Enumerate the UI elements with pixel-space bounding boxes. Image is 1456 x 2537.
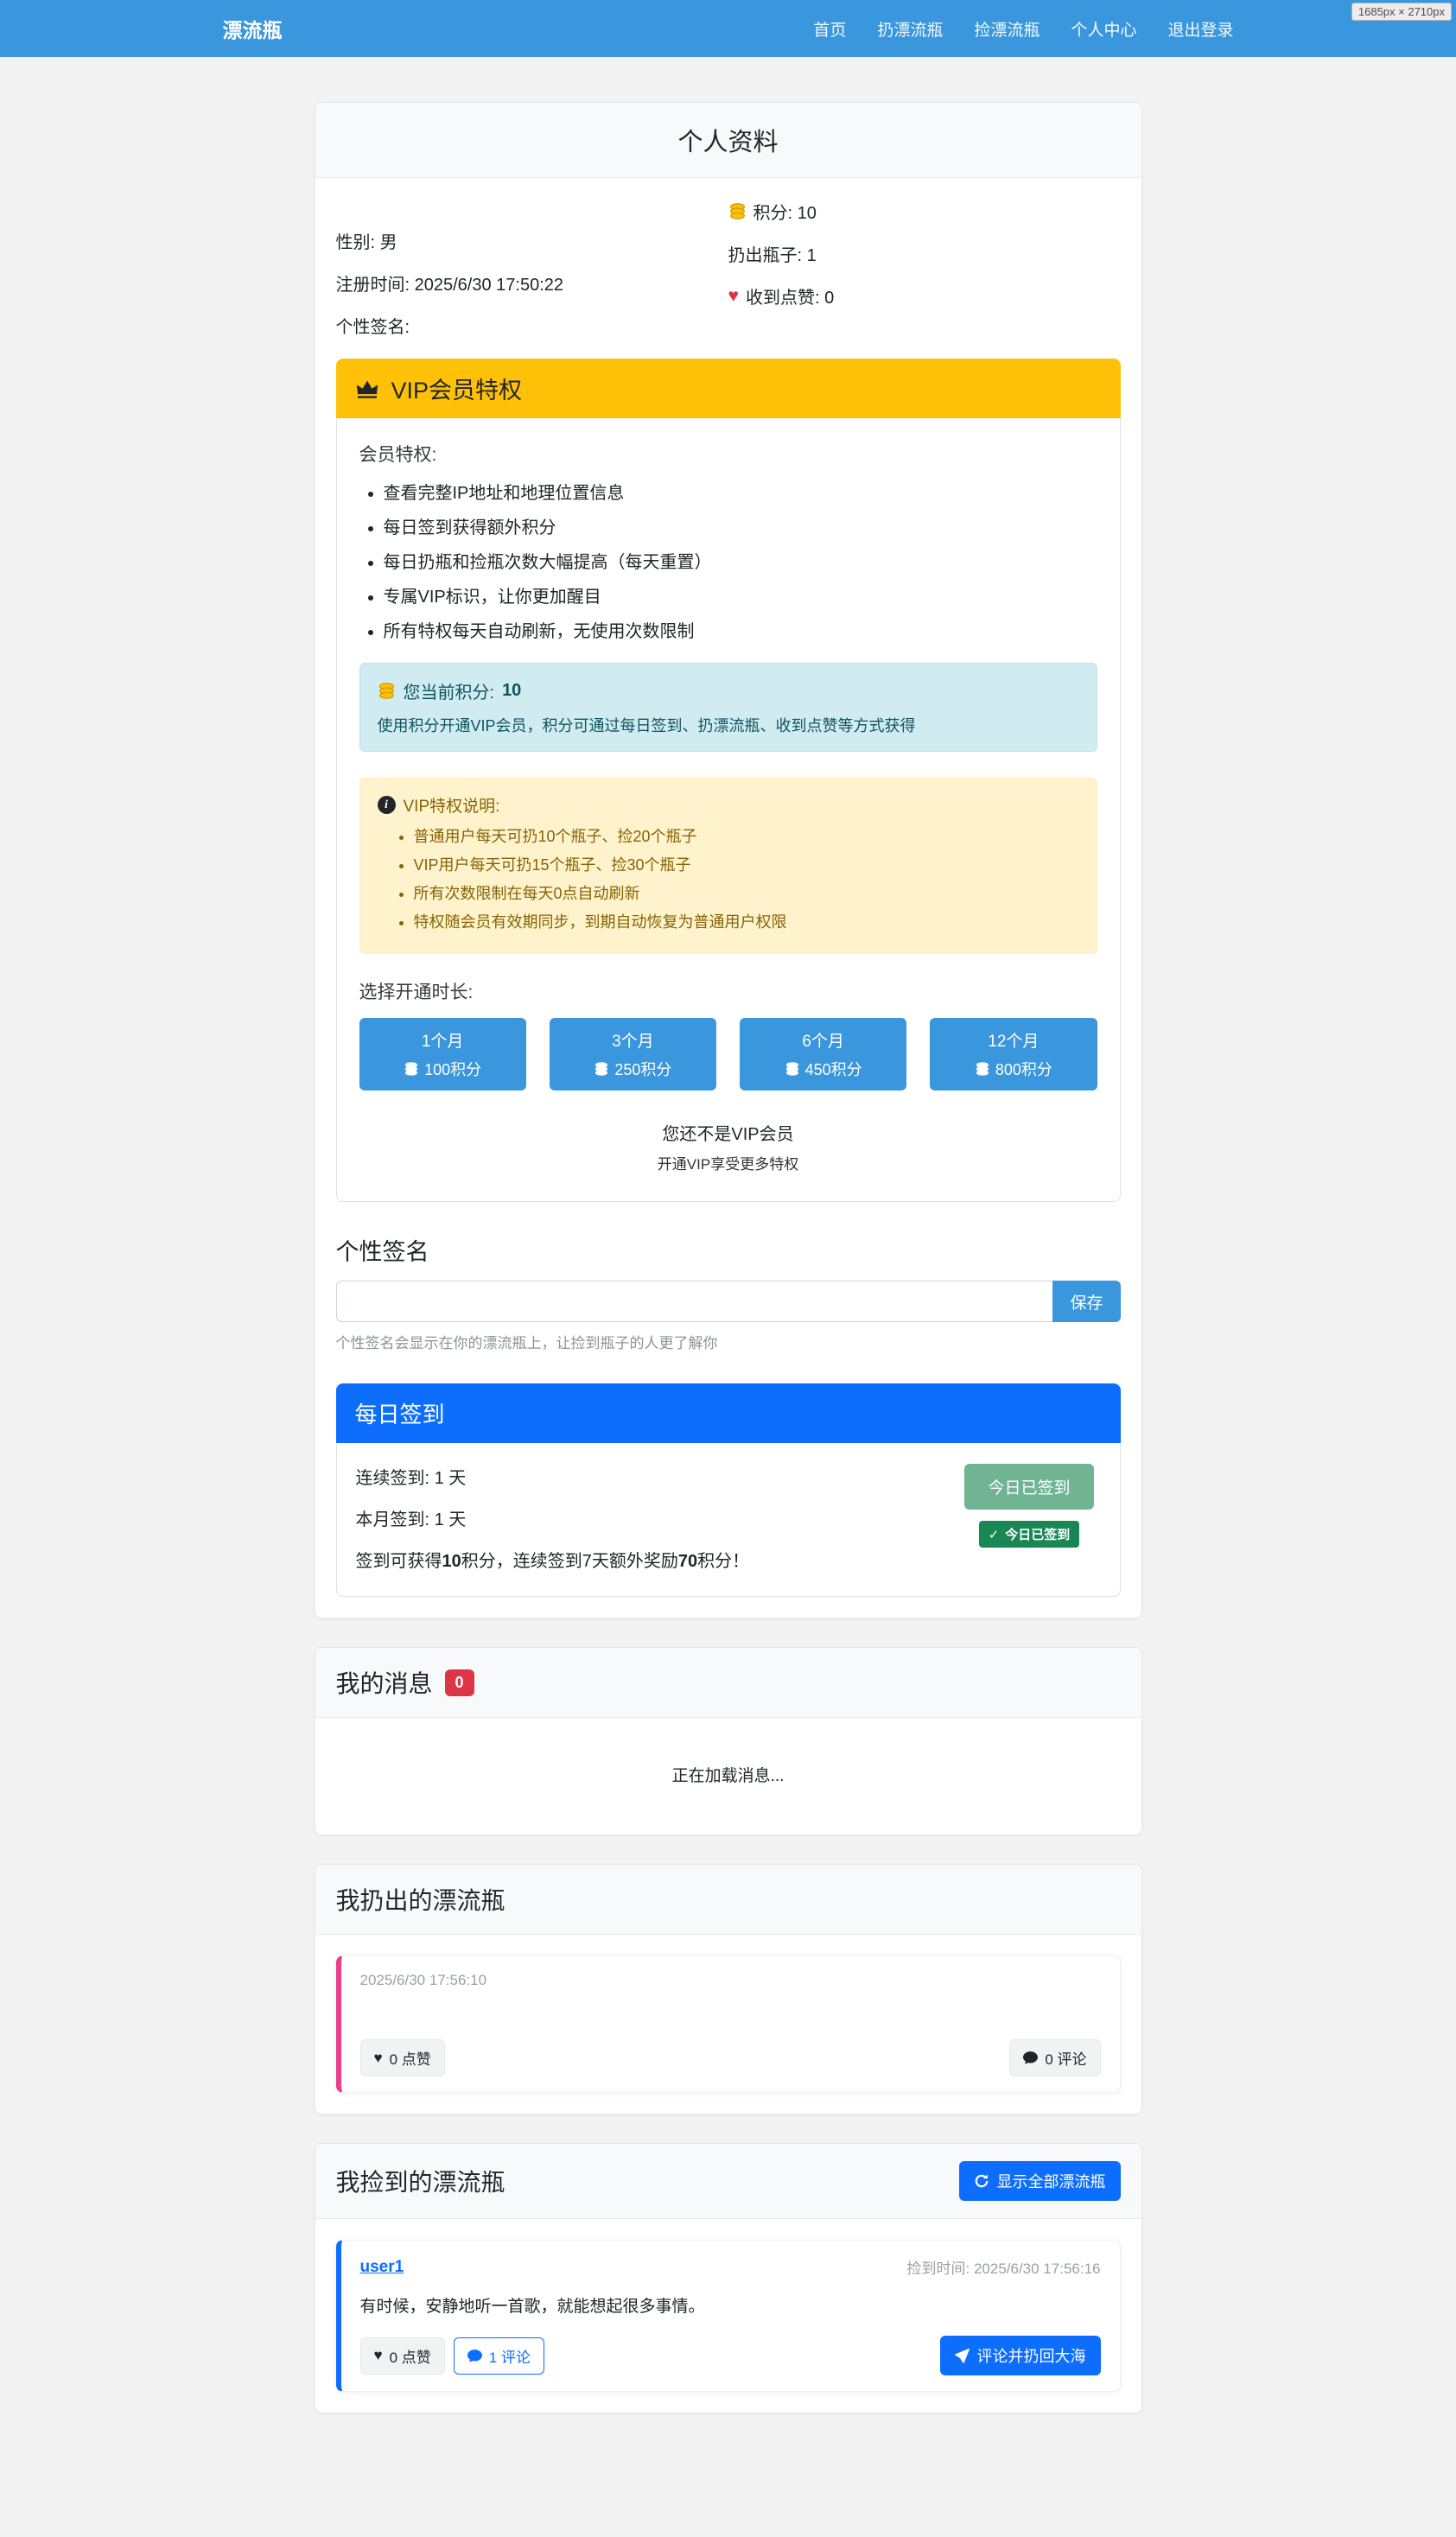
- navbar: 漂流瓶 首页 扔漂流瓶 捡漂流瓶 个人中心 退出登录: [0, 0, 1456, 57]
- messages-card: 我的消息 0 正在加载消息...: [314, 1647, 1142, 1835]
- profile-card-header: 个人资料: [315, 103, 1141, 178]
- plan-button-6-month[interactable]: 6个月 450积分: [740, 1018, 907, 1090]
- plan-button-3-month[interactable]: 3个月 250积分: [549, 1018, 716, 1090]
- profile-card: 个人资料 性别: 男 注册时间: 2025/6/30 17:50:22 个性签名…: [314, 102, 1142, 1618]
- coins-icon: [595, 1062, 608, 1076]
- vip-status-hint: 开通VIP享受更多特权: [657, 1156, 799, 1173]
- picked-bottle-item: user1 捡到时间: 2025/6/30 17:56:16 有时候，安静地听一…: [335, 2240, 1121, 2392]
- comment-icon: [467, 2349, 482, 2362]
- nav-item-profile[interactable]: 个人中心: [1071, 21, 1137, 40]
- heart-icon: ♥: [373, 2049, 383, 2066]
- vip-benefits-title: 会员特权:: [359, 445, 437, 465]
- viewport-size-badge: 1685px × 2710px: [1351, 3, 1452, 21]
- vip-notes-alert: i VIP特权说明: 普通用户每天可扔10个瓶子、捡20个瓶子 VIP用户每天可…: [359, 778, 1097, 954]
- show-all-bottles-button[interactable]: 显示全部漂流瓶: [958, 2161, 1121, 2201]
- save-button[interactable]: 保存: [1052, 1281, 1121, 1322]
- vip-benefit-item: 专属VIP标识，让你更加醒目: [384, 582, 1097, 607]
- picked-bottles-title: 我捡到的漂流瓶: [335, 2169, 505, 2196]
- info-icon: i: [377, 796, 396, 814]
- vip-note-item: 普通用户每天可扔10个瓶子、捡20个瓶子: [414, 824, 1079, 847]
- messages-count-badge: 0: [444, 1669, 474, 1696]
- coins-icon: [785, 1062, 798, 1076]
- plan-button-12-month[interactable]: 12个月 800积分: [930, 1018, 1097, 1090]
- heart-icon: ♥: [728, 285, 739, 306]
- vip-panel-title: VIP会员特权: [391, 378, 523, 404]
- profile-registered: 注册时间: 2025/6/30 17:50:22: [335, 276, 564, 295]
- bottle-content: 有时候，安静地听一首歌，就能想起很多事情。: [359, 2298, 705, 2316]
- vip-notes-list: 普通用户每天可扔10个瓶子、捡20个瓶子 VIP用户每天可扔15个瓶子、捡30个…: [378, 824, 1079, 932]
- vip-plans: 1个月 100积分 3个月 250积分: [359, 1018, 1097, 1090]
- picked-timestamp: 捡到时间: 2025/6/30 17:56:16: [906, 2260, 1101, 2277]
- heart-icon: ♥: [373, 2347, 383, 2363]
- messages-title: 我的消息 0: [336, 1665, 474, 1700]
- profile-points: 积分: 10: [728, 199, 1121, 224]
- vip-notes-title: VIP特权说明:: [403, 798, 500, 816]
- nav-item-home[interactable]: 首页: [813, 21, 847, 40]
- signature-input-group: 保存: [335, 1281, 1121, 1322]
- profile-signature-label: 个性签名:: [335, 318, 410, 337]
- vip-benefit-item: 查看完整IP地址和地理位置信息: [384, 479, 1097, 504]
- checkin-monthly: 本月签到: 1 天: [355, 1510, 467, 1529]
- vip-note-item: VIP用户每天可扔15个瓶子、捡30个瓶子: [414, 853, 1079, 875]
- nav-links: 首页 扔漂流瓶 捡漂流瓶 个人中心 退出登录: [813, 17, 1233, 41]
- messages-loading-text: 正在加载消息...: [671, 1767, 785, 1785]
- profile-gender: 性别: 男: [335, 233, 397, 252]
- nav-item-pick[interactable]: 捡漂流瓶: [974, 21, 1040, 40]
- thrown-bottles-title: 我扔出的漂流瓶: [335, 1887, 505, 1914]
- current-points-label: 您当前积分:: [403, 684, 495, 703]
- bottle-author-link[interactable]: user1: [359, 2257, 404, 2276]
- vip-benefit-item: 每日签到获得额外积分: [384, 513, 1097, 538]
- checkin-streak: 连续签到: 1 天: [355, 1469, 467, 1488]
- comment-icon: [1023, 2051, 1039, 2064]
- profile-points-text: 积分: 10: [753, 204, 817, 223]
- checkin-button[interactable]: 今日已签到: [964, 1464, 1094, 1510]
- points-hint: 使用积分开通VIP会员，积分可通过每日签到、扔漂流瓶、收到点赞等方式获得: [377, 717, 916, 734]
- refresh-icon: [975, 2174, 988, 2188]
- coins-icon: [976, 1062, 989, 1076]
- nav-item-logout[interactable]: 退出登录: [1167, 21, 1234, 40]
- coins-icon: [729, 203, 745, 219]
- comment-button[interactable]: 1 评论: [453, 2337, 544, 2375]
- profile-likes-received: ♥ 收到点赞: 0: [728, 283, 1121, 308]
- vip-note-item: 特权随会员有效期同步，到期自动恢复为普通用户权限: [414, 910, 1079, 932]
- profile-likes-text: 收到点赞: 0: [745, 289, 835, 308]
- vip-benefit-item: 每日扔瓶和捡瓶次数大幅提高（每天重置）: [384, 548, 1097, 573]
- check-icon: ✓: [988, 1527, 1000, 1542]
- like-button[interactable]: ♥ 0 点赞: [359, 2337, 445, 2375]
- profile-info: 性别: 男 注册时间: 2025/6/30 17:50:22 个性签名: 积分:…: [336, 199, 1121, 355]
- picked-bottles-card: 我捡到的漂流瓶 显示全部漂流瓶 user1 捡到时间: 2025/6/30 17…: [314, 2143, 1142, 2413]
- current-points-value: 10: [502, 681, 522, 700]
- checkin-header: 每日签到: [335, 1383, 1121, 1443]
- plan-button-1-month[interactable]: 1个月 100积分: [359, 1018, 526, 1090]
- checkin-reward-text: 签到可获得10积分，连续签到7天额外奖励70积分！: [355, 1552, 750, 1571]
- signature-input[interactable]: [335, 1281, 1053, 1322]
- vip-status: 您还不是VIP会员: [662, 1125, 794, 1144]
- checkin-panel: 每日签到 连续签到: 1 天 本月签到: 1 天 签到可获得10积分，连续签到7…: [335, 1383, 1121, 1597]
- page-title: 个人资料: [677, 129, 779, 156]
- signature-heading: 个性签名: [335, 1239, 429, 1265]
- send-icon: [954, 2348, 970, 2363]
- coins-icon: [404, 1062, 418, 1076]
- vip-benefits-list: 查看完整IP地址和地理位置信息 每日签到获得额外积分 每日扔瓶和捡瓶次数大幅提高…: [359, 479, 1097, 642]
- like-button[interactable]: ♥ 0 点赞: [359, 2039, 445, 2076]
- main-content: 个人资料 性别: 男 注册时间: 2025/6/30 17:50:22 个性签名…: [314, 102, 1142, 2537]
- signature-help-text: 个性签名会显示在你的漂流瓶上，让捡到瓶子的人更了解你: [335, 1335, 718, 1351]
- vip-note-item: 所有次数限制在每天0点自动刷新: [414, 881, 1079, 904]
- checkin-status-badge: ✓ 今日已签到: [978, 1521, 1080, 1548]
- duration-label: 选择开通时长:: [359, 982, 474, 1002]
- vip-benefit-item: 所有特权每天自动刷新，无使用次数限制: [384, 617, 1097, 642]
- crown-icon: [356, 380, 378, 398]
- reply-and-throw-back-button[interactable]: 评论并扔回大海: [939, 2336, 1101, 2375]
- vip-panel: VIP会员特权 会员特权: 查看完整IP地址和地理位置信息 每日签到获得额外积分…: [335, 359, 1121, 1202]
- comment-button[interactable]: 0 评论: [1009, 2039, 1101, 2076]
- brand-logo[interactable]: 漂流瓶: [222, 19, 283, 41]
- thrown-bottles-card: 我扔出的漂流瓶 2025/6/30 17:56:10 ♥ 0 点赞 0 评论: [314, 1864, 1142, 2114]
- thrown-bottle-item: 2025/6/30 17:56:10 ♥ 0 点赞 0 评论: [335, 1955, 1121, 2093]
- current-points-alert: 您当前积分: 10 使用积分开通VIP会员，积分可通过每日签到、扔漂流瓶、收到点…: [359, 663, 1097, 752]
- coins-icon: [378, 683, 394, 699]
- profile-thrown-count: 扔出瓶子: 1: [728, 246, 817, 265]
- nav-item-throw[interactable]: 扔漂流瓶: [877, 21, 944, 40]
- vip-panel-header: VIP会员特权: [335, 359, 1121, 418]
- bottle-timestamp: 2025/6/30 17:56:10: [359, 1972, 487, 1988]
